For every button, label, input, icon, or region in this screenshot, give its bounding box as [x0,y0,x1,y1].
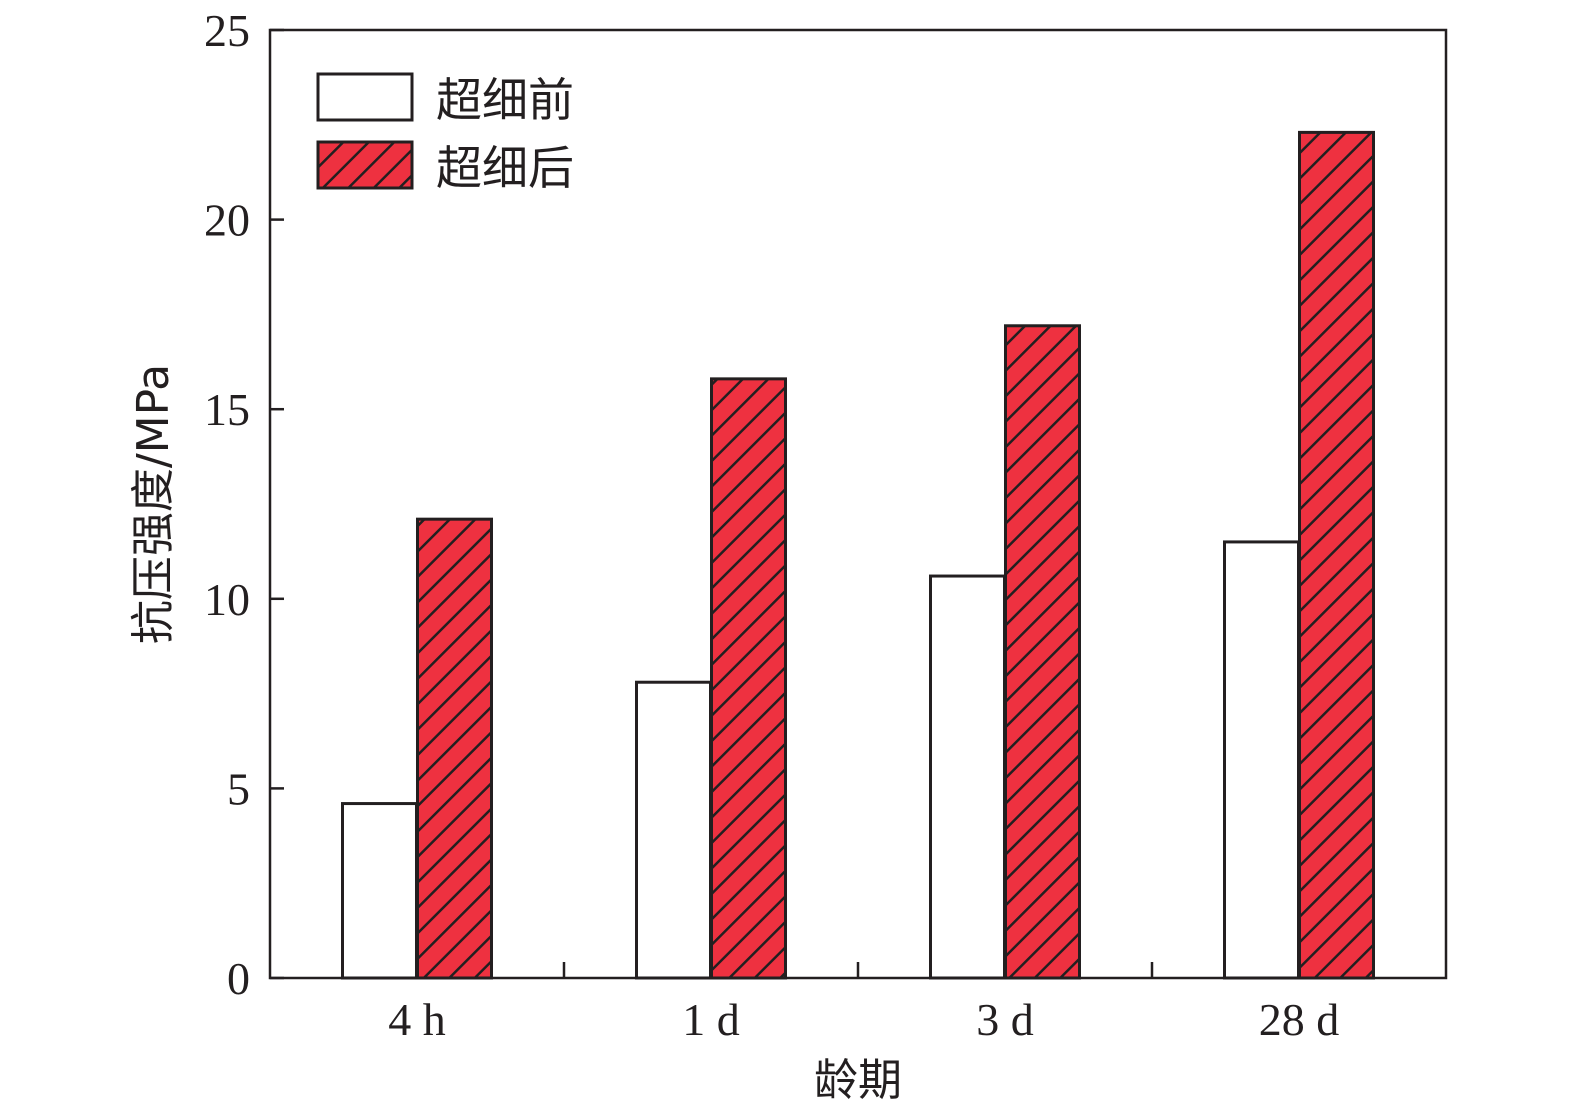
y-axis-title: 抗压强度/MPa [128,364,179,644]
bar-before-1d [635,680,712,980]
legend-label-before: 超细前 [436,73,574,127]
bar-before-28d [1223,540,1300,980]
bar-before-4h [341,802,418,980]
x-tick-label: 1 d [682,994,740,1045]
axes-group: 0 5 10 15 20 25 4 h 1 d 3 d 28 d [204,5,1448,1045]
y-tick-label: 25 [204,5,250,56]
bars-group [341,130,1375,980]
legend-swatch-before [316,72,414,122]
bar-after-4h [416,517,493,980]
x-tick-label: 3 d [976,994,1034,1045]
bar-before-3d [929,574,1006,980]
y-tick-label: 15 [204,384,250,435]
legend-swatch-after [316,140,414,190]
y-tick-label: 0 [227,953,250,1004]
y-tick-label: 10 [204,574,250,625]
bar-after-3d [1004,324,1081,980]
y-tick-label: 5 [227,763,250,814]
legend-label-after: 超细后 [436,141,574,195]
y-tick-label: 20 [204,195,250,246]
x-tick-label: 28 d [1259,994,1340,1045]
bar-after-1d [710,377,787,980]
bar-after-28d [1298,130,1375,980]
x-axis-title: 龄期 [814,1055,902,1106]
x-tick-label: 4 h [388,994,446,1045]
